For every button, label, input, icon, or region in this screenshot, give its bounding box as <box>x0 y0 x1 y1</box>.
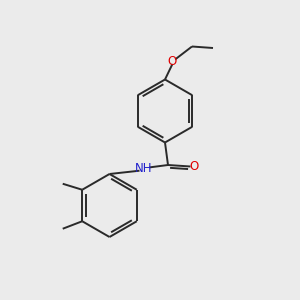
Text: NH: NH <box>135 161 153 175</box>
Text: O: O <box>190 160 199 173</box>
Text: O: O <box>168 55 177 68</box>
